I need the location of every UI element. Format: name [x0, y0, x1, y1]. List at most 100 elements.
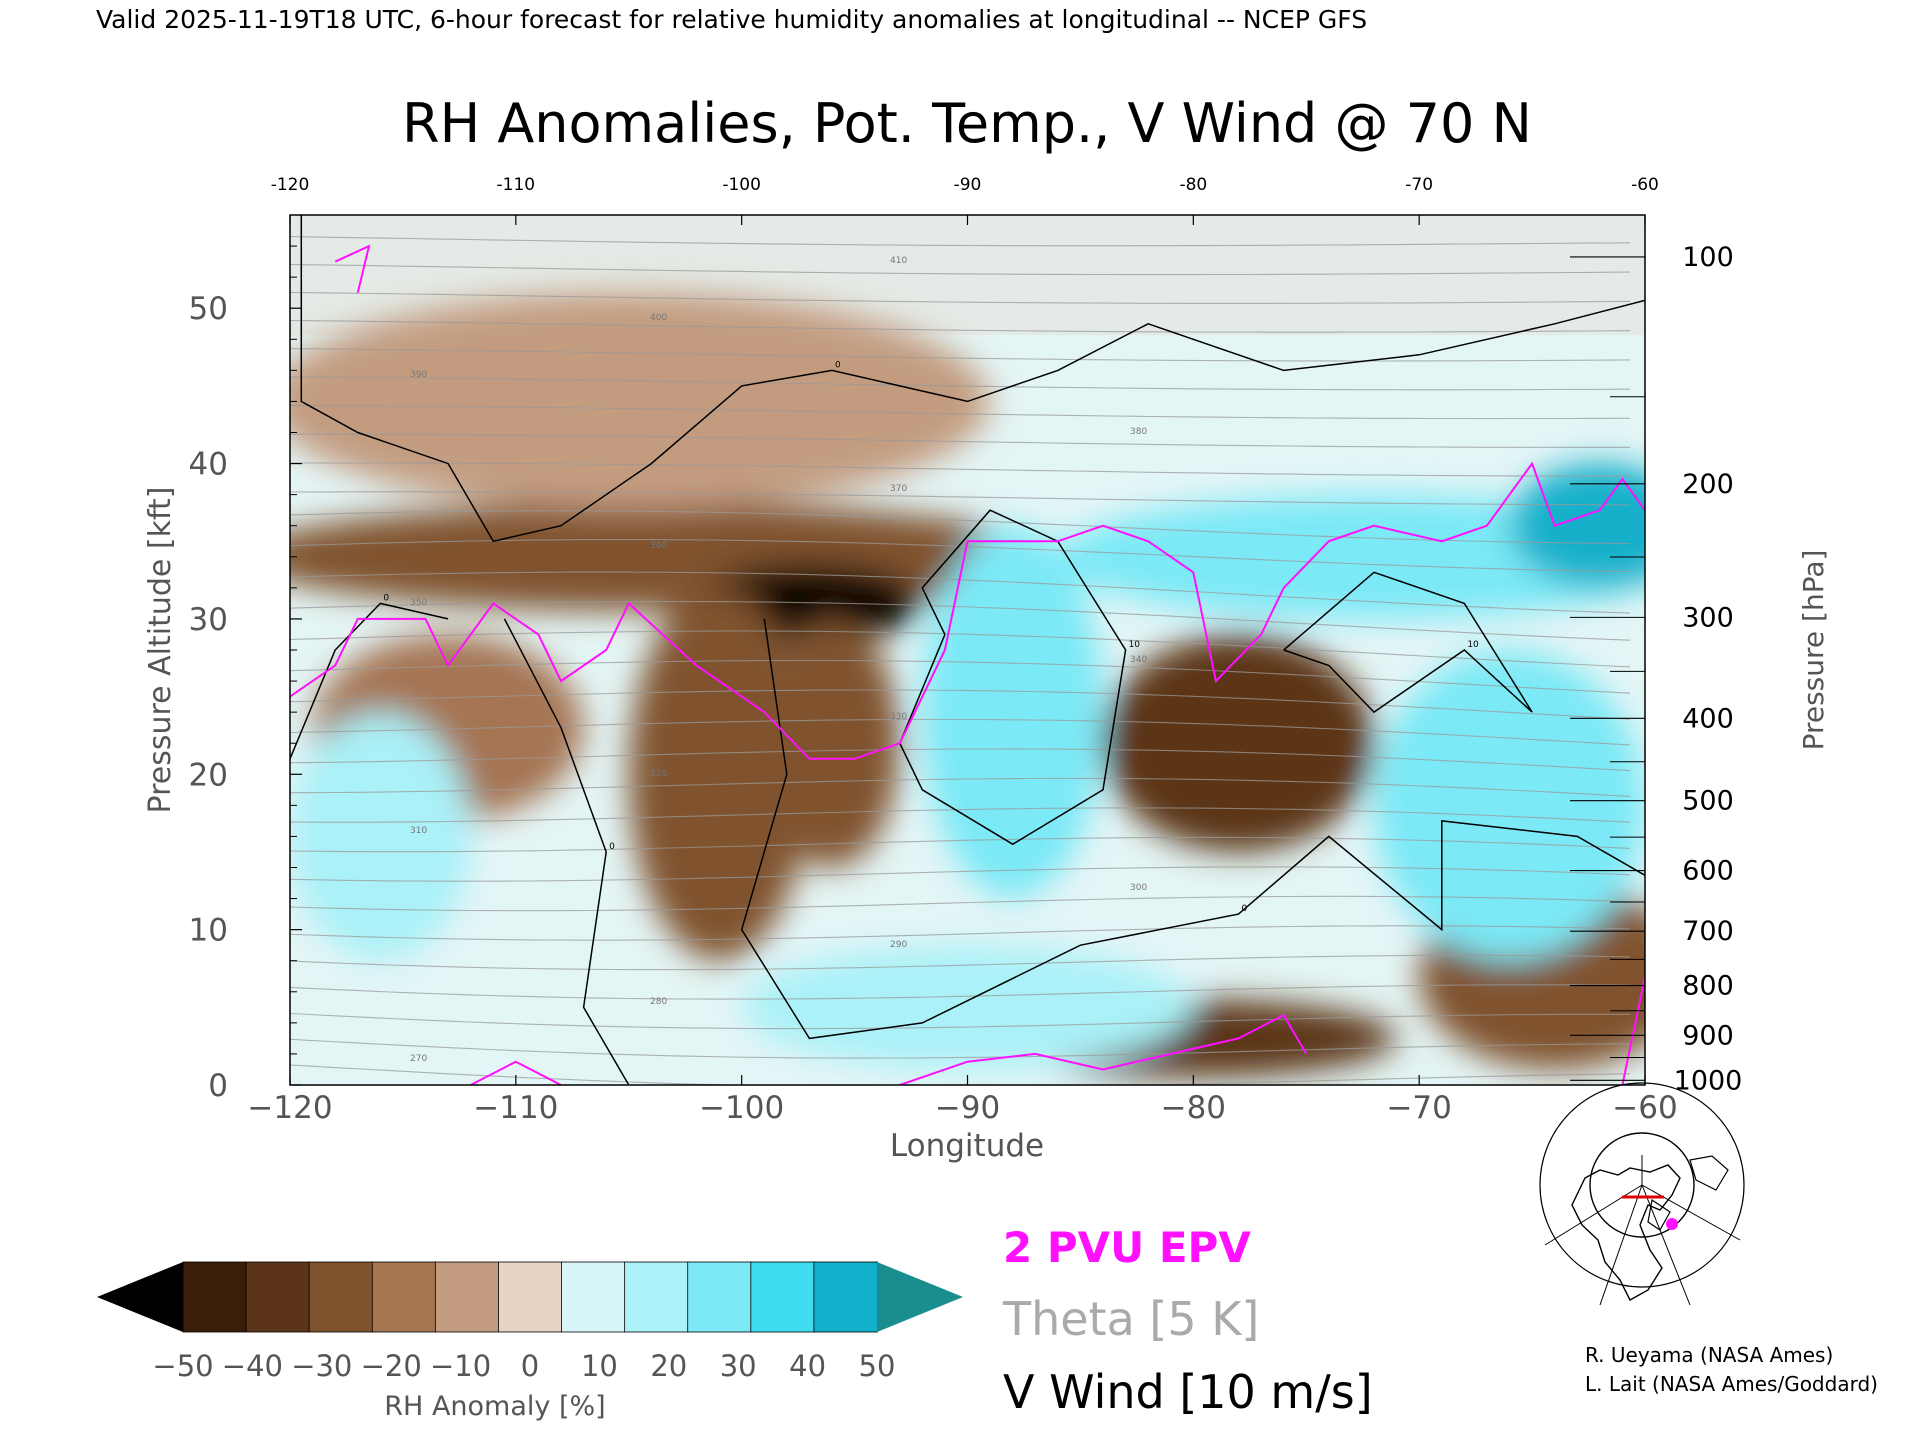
theta-contours: 270 280 290 300 310 320 330 340 350 360 370 380 390 4… [290, 236, 1631, 1085]
epv-contour-3 [899, 1013, 1308, 1085]
y-axis-label: Pressure Altitude [kft] [143, 487, 178, 814]
colorbar-cell-5 [498, 1261, 563, 1333]
theta-contour-label: 410 [890, 256, 907, 266]
rh-anomaly-blob-13 [290, 712, 471, 961]
theta-contour-label: 290 [890, 940, 907, 950]
pressure-tick-label: 200 [1682, 469, 1734, 500]
y-tick-label: 10 [189, 913, 228, 949]
theta-contour-22 [290, 433, 1630, 448]
theta-contour-14 [290, 659, 1631, 694]
theta-contour-12 [290, 718, 1631, 746]
rh-anomaly-blob-3 [628, 587, 810, 961]
pressure-tick-label: 300 [1682, 602, 1734, 633]
top-x-tick-label: -60 [1631, 175, 1659, 195]
theta-contour-label: 340 [1130, 655, 1147, 665]
vwind-contour-0 [300, 215, 1645, 543]
theta-contour-2 [290, 1012, 1630, 1030]
legend-theta: Theta [5 K] [1002, 1292, 1259, 1346]
theta-contour-27 [290, 291, 1631, 304]
theta-contour-15 [290, 630, 1631, 668]
rh-anomaly-blob-11 [1509, 463, 1645, 588]
theta-contour-25 [290, 348, 1631, 362]
epv-contour-1 [334, 244, 371, 293]
header-text: Valid 2025-11-19T18 UTC, 6-hour forecast… [96, 5, 1367, 34]
theta-contour-20 [290, 491, 1631, 506]
credit-line-1: R. Ueyama (NASA Ames) [1585, 1343, 1833, 1367]
vwind-contour-label: 0 [609, 842, 615, 852]
vwind-contour-label: 0 [1242, 904, 1248, 914]
colorbar-tick-label: 10 [581, 1349, 618, 1383]
vwind-contour-label: 10 [1467, 640, 1479, 650]
colorbar-over-arrow [877, 1262, 963, 1332]
theta-contour-18 [290, 539, 1631, 573]
colorbar-tick-label: −30 [291, 1349, 352, 1383]
colorbar-cell-10 [813, 1261, 878, 1333]
colorbar-cell-0 [182, 1261, 247, 1333]
vwind-contour-label: 0 [835, 360, 841, 370]
rh-anomaly-field [290, 292, 1645, 1078]
theta-contour-0 [290, 1064, 1631, 1085]
pressure-tick-label: 100 [1682, 242, 1734, 273]
theta-contour-label: 310 [410, 826, 427, 836]
y-tick-label: 0 [208, 1068, 228, 1104]
rh-anomaly-blob-14 [741, 945, 1194, 1070]
epv-2pvu-contours [290, 244, 1645, 1085]
rh-anomaly-blob-10 [1057, 494, 1645, 619]
theta-contour-8 [290, 836, 1631, 853]
colorbar-tick-label: −40 [222, 1349, 283, 1383]
colorbar-under-arrow [97, 1262, 183, 1332]
x-tick-label: −60 [1612, 1090, 1677, 1126]
colorbar-cell-4 [434, 1261, 500, 1333]
theta-contour-label: 400 [650, 313, 667, 323]
theta-contour-11 [290, 748, 1631, 772]
rh-anomaly-blob-9 [922, 525, 1103, 899]
x-tick-label: −100 [699, 1090, 784, 1126]
top-x-tick-label: -100 [722, 175, 761, 195]
vwind-contour-2 [503, 618, 630, 1085]
theta-contour-label: 370 [890, 484, 907, 494]
x-tick-label: −120 [247, 1090, 332, 1126]
plot-area: 2702802903003103203303403503603703803904… [189, 175, 1743, 1126]
theta-contour-label: 350 [410, 598, 427, 608]
vwind-contour-1 [290, 602, 449, 760]
locator-map [1539, 1082, 1745, 1306]
rh-anomaly-blob-8 [290, 292, 990, 511]
theta-contour-label: 280 [650, 997, 667, 1007]
theta-contour-3 [290, 984, 1631, 1000]
colorbar-tick-label: −50 [152, 1349, 213, 1383]
colorbar-cell-3 [371, 1261, 437, 1333]
rh-anomaly-blob-4 [764, 618, 900, 868]
theta-contour-label: 270 [410, 1054, 427, 1064]
theta-contour-label: 380 [1130, 427, 1147, 437]
theta-contour-7 [290, 866, 1631, 882]
colorbar-cell-6 [561, 1261, 626, 1333]
colorbar: −50 −40 −30 −20 −10 0 10 20 30 40 50 RH Anomaly [%… [97, 1261, 963, 1422]
top-x-tick-label: -110 [497, 175, 536, 195]
y2-axis-label: Pressure [hPa] [1797, 550, 1830, 751]
x-tick-label: −70 [1386, 1090, 1451, 1126]
colorbar-tick-label: 0 [521, 1349, 539, 1383]
theta-contour-21 [290, 462, 1630, 477]
pressure-tick-label: 800 [1682, 971, 1734, 1002]
colorbar-label: RH Anomaly [%] [384, 1391, 605, 1422]
colorbar-tick-label: −20 [361, 1349, 422, 1383]
colorbar-cell-9 [750, 1261, 815, 1333]
theta-contour-label: 390 [410, 370, 427, 380]
credit-line-2: L. Lait (NASA Ames/Goddard) [1585, 1372, 1878, 1396]
legend-epv: 2 PVU EPV [1003, 1223, 1251, 1272]
colorbar-cell-7 [624, 1261, 689, 1333]
colorbar-tick-label: 50 [859, 1349, 896, 1383]
y-tick-label: 50 [189, 291, 228, 327]
theta-contour-4 [290, 954, 1631, 971]
rh-anomaly-blob-12 [1374, 650, 1645, 961]
epv-contour-4 [1621, 976, 1645, 1085]
x-tick-label: −90 [935, 1090, 1000, 1126]
colorbar-cell-1 [245, 1261, 311, 1333]
theta-contour-23 [290, 404, 1630, 420]
colorbar-tick-label: −10 [430, 1349, 491, 1383]
colorbar-tick-label: 40 [789, 1349, 826, 1383]
colorbar-tick-label: 30 [720, 1349, 757, 1383]
y-tick-label: 20 [189, 757, 228, 793]
epv-contour-0 [290, 461, 1645, 760]
theta-contour-5 [290, 925, 1631, 941]
